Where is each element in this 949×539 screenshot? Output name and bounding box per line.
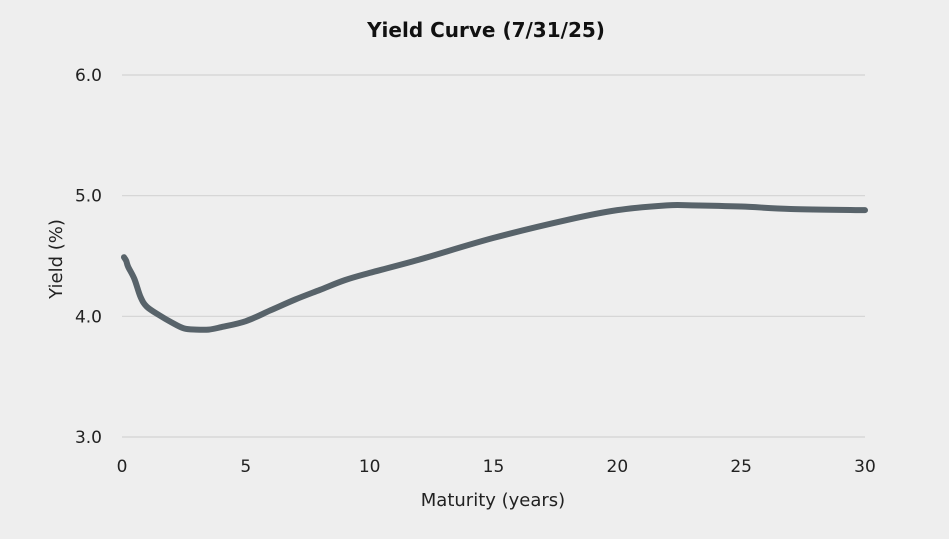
data-point	[131, 276, 137, 282]
data-point	[243, 318, 249, 324]
data-point	[181, 325, 187, 331]
data-point	[218, 324, 224, 330]
series-layer	[120, 201, 868, 333]
data-point	[614, 207, 620, 213]
data-point	[193, 327, 199, 333]
y-axis-label: Yield (%)	[46, 219, 67, 300]
data-point	[416, 257, 422, 263]
data-point	[565, 217, 571, 223]
x-tick-label: 20	[607, 457, 629, 477]
x-tick-label: 15	[483, 457, 505, 477]
data-point	[144, 304, 150, 310]
data-point	[689, 202, 695, 208]
x-tick-label: 10	[359, 457, 381, 477]
data-point	[156, 312, 162, 318]
x-tick-label: 5	[240, 457, 251, 477]
x-tick-label: 25	[730, 457, 752, 477]
y-tick-label: 3.0	[75, 428, 102, 448]
data-point	[491, 235, 497, 241]
data-point	[317, 287, 323, 293]
data-point	[169, 319, 175, 325]
data-point	[342, 277, 348, 283]
data-point	[123, 258, 129, 264]
gridlines	[122, 74, 865, 438]
x-axis-label: Maturity (years)	[421, 490, 565, 511]
chart-title: Yield Curve (7/31/25)	[366, 18, 605, 42]
y-tick-label: 4.0	[75, 307, 102, 327]
y-tick-label: 6.0	[75, 66, 102, 86]
x-axis-ticks: 0 5 10 15 20 25 30	[117, 457, 876, 477]
x-tick-label: 0	[117, 457, 128, 477]
y-axis-ticks: 3.0 4.0 5.0 6.0	[75, 66, 102, 448]
yield-curve-line	[120, 201, 868, 333]
y-tick-label: 5.0	[75, 187, 102, 207]
data-point	[138, 294, 144, 300]
data-point	[738, 204, 744, 210]
data-point	[664, 202, 670, 208]
data-point	[125, 264, 131, 270]
data-point	[268, 307, 274, 313]
data-point	[292, 296, 298, 302]
data-point	[206, 327, 212, 333]
x-tick-label: 30	[854, 457, 876, 477]
data-point	[788, 206, 794, 212]
data-point	[862, 207, 868, 213]
data-point	[367, 270, 373, 276]
